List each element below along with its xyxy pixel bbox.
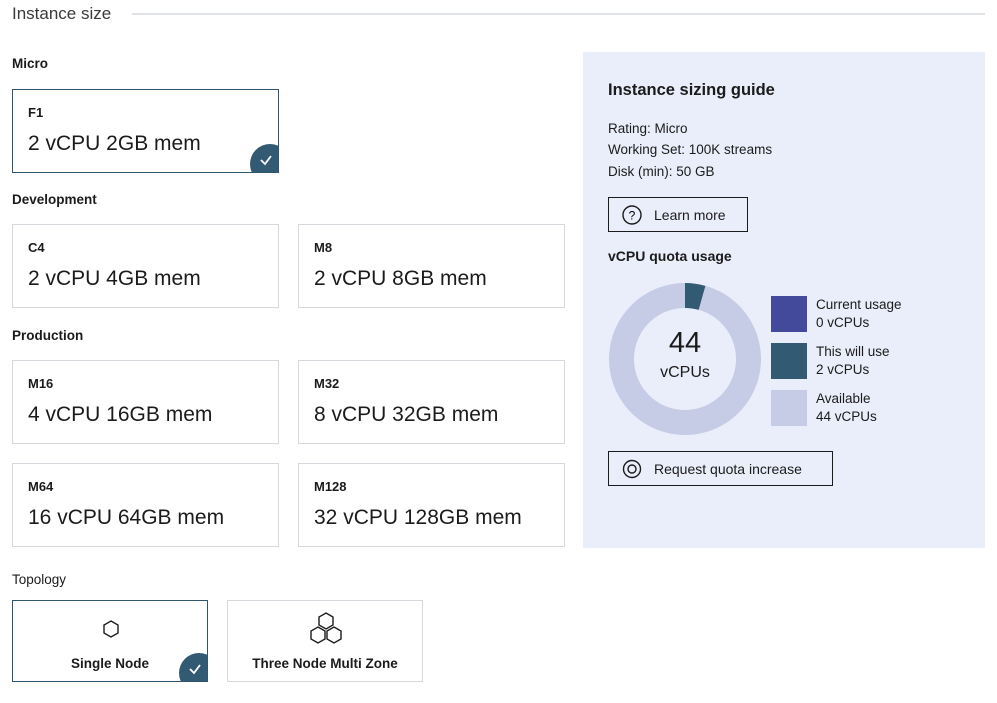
instance-card-m16[interactable]: M16 4 vCPU 16GB mem [12, 360, 279, 444]
legend-value: 2 vCPUs [816, 362, 870, 377]
instance-card-m128[interactable]: M128 32 vCPU 128GB mem [298, 463, 565, 547]
request-quota-label: Request quota increase [654, 460, 802, 477]
guide-rating: Rating: Micro [608, 121, 688, 136]
instance-code: C4 [28, 240, 45, 255]
selected-check-icon [250, 144, 278, 172]
instance-code: M8 [314, 240, 333, 255]
legend-name: This will use [816, 344, 890, 359]
guide-working-set: Working Set: 100K streams [608, 142, 773, 157]
divider [132, 13, 985, 15]
topology-single-node[interactable]: Single Node [12, 600, 208, 682]
topology-label-text: Single Node [70, 656, 149, 671]
section-label-micro: Micro [12, 56, 49, 71]
donut-slice-this-will-use [685, 283, 706, 310]
legend-item: Available 44 vCPUs [816, 390, 877, 426]
donut-center-unit: vCPUs [660, 364, 710, 381]
learn-more-label: Learn more [654, 206, 726, 223]
topology-three-node-multi-zone[interactable]: Three Node Multi Zone [227, 600, 423, 682]
legend-swatch [771, 390, 807, 426]
quota-title: vCPU quota usage [608, 248, 732, 264]
topology-label: Topology [12, 572, 67, 587]
target-icon [622, 459, 642, 478]
instance-code: F1 [28, 105, 44, 120]
instance-code: M128 [314, 479, 347, 494]
legend-swatch [771, 343, 807, 379]
help-circle-icon: ? [622, 204, 642, 225]
legend-swatch [771, 296, 807, 332]
instance-code: M16 [28, 376, 54, 391]
instance-spec: 2 vCPU 4GB mem [28, 267, 201, 290]
svg-text:?: ? [629, 208, 636, 222]
instance-spec: 2 vCPU 8GB mem [314, 267, 487, 290]
hexagon-icon [13, 611, 207, 647]
section-title: Instance size [12, 4, 112, 23]
quota-donut-chart [609, 283, 761, 435]
instance-card-f1[interactable]: F1 2 vCPU 2GB mem [12, 89, 279, 173]
instance-spec: 16 vCPU 64GB mem [28, 506, 225, 529]
legend-value: 44 vCPUs [816, 409, 877, 424]
instance-spec: 8 vCPU 32GB mem [314, 403, 499, 426]
sizing-guide-panel: Instance sizing guide Rating: Micro Work… [583, 52, 985, 548]
three-hexagons-icon [228, 611, 422, 647]
legend-name: Current usage [816, 297, 902, 312]
donut-center-value: 44 [668, 327, 702, 359]
legend-value: 0 vCPUs [816, 315, 870, 330]
instance-card-c4[interactable]: C4 2 vCPU 4GB mem [12, 224, 279, 308]
instance-card-m64[interactable]: M64 16 vCPU 64GB mem [12, 463, 279, 547]
instance-spec: 4 vCPU 16GB mem [28, 403, 213, 426]
instance-card-m32[interactable]: M32 8 vCPU 32GB mem [298, 360, 565, 444]
request-quota-increase-button[interactable]: Request quota increase [608, 451, 833, 486]
instance-code: M32 [314, 376, 340, 391]
instance-card-m8[interactable]: M8 2 vCPU 8GB mem [298, 224, 565, 308]
section-label-development: Development [12, 192, 97, 207]
donut-slice-available [609, 283, 761, 435]
legend-name: Available [816, 391, 871, 406]
guide-disk: Disk (min): 50 GB [608, 164, 715, 179]
topology-label-text: Three Node Multi Zone [252, 656, 398, 671]
instance-code: M64 [28, 479, 54, 494]
legend-item: Current usage 0 vCPUs [816, 296, 902, 332]
legend-item: This will use 2 vCPUs [816, 343, 890, 379]
section-label-production: Production [12, 328, 84, 343]
instance-spec: 32 vCPU 128GB mem [314, 506, 522, 529]
instance-spec: 2 vCPU 2GB mem [28, 132, 201, 155]
learn-more-button[interactable]: ? Learn more [608, 197, 748, 232]
guide-title: Instance sizing guide [608, 81, 775, 99]
